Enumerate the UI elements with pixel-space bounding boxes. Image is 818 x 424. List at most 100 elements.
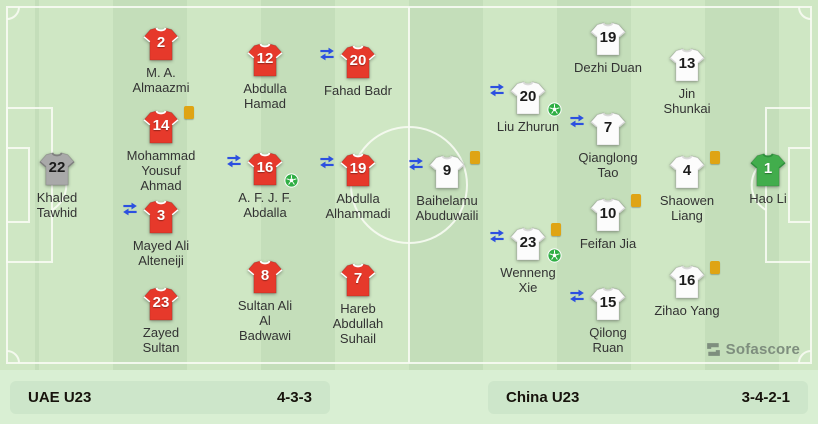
player-name: Baihelamu Abuduwaili: [415, 193, 479, 223]
jersey-area: 19: [590, 22, 626, 57]
jersey-area: 20: [490, 81, 562, 117]
jersey-icon: [669, 155, 705, 189]
player-left-3[interactable]: 3 Mayed Ali Alteneiji: [101, 200, 221, 268]
jersey-area: 13: [669, 48, 705, 83]
jersey-icon: [590, 198, 626, 232]
jersey-area: 19: [320, 153, 376, 188]
player-right-19[interactable]: 19 Dezhi Duan: [548, 22, 668, 75]
yellow-card-icon: [631, 194, 641, 207]
jersey-area: 7: [340, 263, 376, 298]
substitution-icon: [570, 289, 584, 303]
substitution-icon: [123, 202, 137, 216]
player-name: Hao Li: [749, 191, 787, 206]
goal-ball-icon: [547, 102, 562, 117]
away-team-name: China U23: [506, 388, 580, 406]
player-name: Jin Shunkai: [663, 86, 711, 116]
player-name: Khaled Tawhid: [36, 190, 78, 220]
jersey-icon: [247, 43, 283, 77]
substitution-icon: [409, 157, 423, 171]
player-right-4[interactable]: 4 Shaowen Liang: [627, 151, 747, 223]
corner-arc-top-left: [6, 6, 20, 20]
player-name: Hareb Abdullah Suhail: [332, 301, 384, 346]
player-name: Wenneng Xie: [500, 265, 556, 295]
jersey-icon: [143, 110, 179, 144]
player-left-2[interactable]: 2 M. A. Almaazmi: [101, 27, 221, 95]
footer: UAE U23 4-3-3 China U23 3-4-2-1: [0, 370, 818, 424]
player-left-8[interactable]: 8 Sultan Ali Al Badwawi: [205, 260, 325, 343]
player-name: M. A. Almaazmi: [132, 65, 190, 95]
player-right-13[interactable]: 13 Jin Shunkai: [627, 48, 747, 116]
player-name: Shaowen Liang: [659, 193, 715, 223]
footer-team-home: UAE U23 4-3-3: [10, 380, 330, 414]
jersey-area: 9: [409, 151, 480, 190]
goal-ball-icon: [284, 173, 299, 188]
player-right-1[interactable]: 1 Hao Li: [708, 153, 818, 206]
substitution-icon: [227, 154, 241, 168]
jersey-area: 16: [669, 261, 720, 300]
player-right-23[interactable]: 23 Wenneng Xie: [468, 223, 588, 295]
jersey-icon: [340, 45, 376, 79]
jersey-area: 10: [590, 194, 641, 233]
player-name: Sultan Ali Al Badwawi: [237, 298, 293, 343]
player-name: Abdulla Alhammadi: [325, 191, 391, 221]
jersey-area: 23: [143, 287, 179, 322]
player-name: Qianglong Tao: [578, 150, 638, 180]
player-name: Fahad Badr: [324, 83, 392, 98]
yellow-card-icon: [184, 106, 194, 119]
jersey-area: 15: [570, 287, 626, 322]
jersey-area: 12: [247, 43, 283, 78]
jersey-icon: [143, 27, 179, 61]
corner-arc-bottom-left: [6, 350, 20, 364]
away-formation: 3-4-2-1: [741, 388, 790, 406]
footer-team-away: China U23 3-4-2-1: [488, 380, 808, 414]
yellow-card-icon: [551, 223, 561, 236]
player-left-12[interactable]: 12 Abdulla Hamad: [205, 43, 325, 111]
substitution-icon: [570, 114, 584, 128]
goal-area-right: [788, 147, 812, 223]
jersey-icon: [590, 287, 626, 321]
jersey-area: 23: [490, 223, 562, 263]
goal-area-left: [6, 147, 30, 223]
player-name: Feifan Jia: [579, 236, 637, 251]
jersey-icon: [669, 48, 705, 82]
substitution-icon: [320, 47, 334, 61]
jersey-area: 3: [123, 200, 179, 235]
jersey-icon: [590, 112, 626, 146]
player-name: Zihao Yang: [654, 303, 720, 318]
pitch: 22 Khaled Tawhid 2 M. A. Almaazmi 14 Mohamm…: [0, 0, 818, 370]
jersey-icon: [510, 227, 546, 261]
player-left-23[interactable]: 23 Zayed Sultan: [101, 287, 221, 355]
player-right-16[interactable]: 16 Zihao Yang: [627, 261, 747, 318]
jersey-icon: [340, 263, 376, 297]
player-name: A. F. J. F. Abdalla: [238, 190, 292, 220]
jersey-icon: [143, 200, 179, 234]
home-team-name: UAE U23: [28, 388, 92, 406]
player-left-20[interactable]: 20 Fahad Badr: [298, 45, 418, 98]
jersey-area: 1: [750, 153, 786, 188]
jersey-icon: [590, 22, 626, 56]
jersey-area: 8: [247, 260, 283, 295]
jersey-icon: [247, 260, 283, 294]
jersey-icon: [143, 287, 179, 321]
player-name: Mohammad Yousuf Ahmad: [126, 148, 196, 193]
player-right-9[interactable]: 9 Baihelamu Abuduwaili: [387, 151, 507, 223]
jersey-area: 16: [227, 152, 299, 188]
watermark-label: Sofascore: [725, 341, 800, 358]
jersey-icon: [750, 153, 786, 187]
sofascore-logo-icon: [706, 343, 720, 356]
substitution-icon: [490, 83, 504, 97]
corner-arc-bottom-right: [798, 350, 812, 364]
jersey-area: 20: [320, 45, 376, 80]
player-left-7[interactable]: 7 Hareb Abdullah Suhail: [298, 263, 418, 346]
jersey-icon: [340, 153, 376, 187]
jersey-area: 22: [39, 152, 75, 187]
jersey-icon: [429, 155, 465, 189]
home-formation: 4-3-3: [276, 388, 312, 406]
player-name: Zayed Sultan: [142, 325, 180, 355]
player-name: Abdulla Hamad: [243, 81, 287, 111]
player-name: Dezhi Duan: [574, 60, 642, 75]
player-left-22[interactable]: 22 Khaled Tawhid: [0, 152, 117, 220]
player-right-7[interactable]: 7 Qianglong Tao: [548, 112, 668, 180]
player-left-14[interactable]: 14 Mohammad Yousuf Ahmad: [101, 106, 221, 193]
